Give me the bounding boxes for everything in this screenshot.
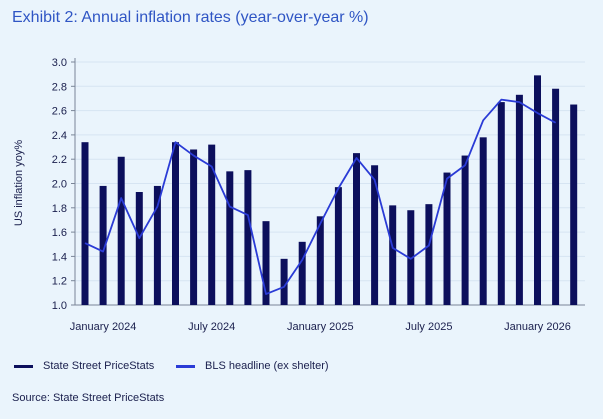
bar [226,171,234,305]
bar [262,221,270,305]
bar [407,210,415,305]
bar [570,104,578,306]
legend-item-bls: BLS headline (ex shelter) [176,360,329,372]
y-tick-label: 3.0 [52,57,67,69]
bar [172,142,179,305]
bar [117,156,125,305]
bar [461,155,469,305]
bar [135,192,143,305]
bar [552,88,560,305]
bar [334,187,342,305]
legend-swatch-pricestats [14,364,33,368]
y-tick-label: 2.8 [52,81,67,93]
bar [443,172,451,305]
legend-label-pricestats: State Street PriceStats [43,360,155,372]
bar [298,241,306,305]
source-note: Source: State Street PriceStats [12,392,165,404]
x-tick-label: January 2025 [287,321,354,333]
chart-title: Exhibit 2: Annual inflation rates (year-… [12,9,369,26]
bar [81,142,89,305]
bar [316,216,324,305]
bar [534,75,541,306]
x-tick-label: January 2026 [504,321,571,333]
legend-item-pricestats: State Street PriceStats [14,360,154,372]
bar [497,102,505,305]
y-tick-label: 2.0 [52,179,67,191]
bar [371,165,379,305]
y-tick-label: 1.8 [52,203,67,215]
y-tick-label: 1.6 [52,227,67,239]
legend-swatch-bls [176,364,195,368]
bar [515,94,523,306]
legend-label-bls: BLS headline (ex shelter) [205,360,329,372]
bar [353,153,360,305]
y-tick-label: 1.0 [52,300,67,312]
bar [389,205,397,305]
y-axis-label: US inflation yoy% [13,140,25,226]
bar [244,170,252,305]
y-tick-label: 2.6 [52,106,67,118]
x-tick-label: July 2025 [405,321,452,333]
bar [190,149,198,305]
bar [479,137,487,305]
bar [153,185,161,305]
y-tick-label: 1.2 [52,276,67,288]
bar [425,204,433,305]
x-tick-label: January 2024 [70,321,137,333]
bar [280,258,288,305]
x-tick-label: July 2024 [188,321,235,333]
y-tick-label: 2.4 [52,130,67,142]
bar [99,185,107,305]
bar [208,144,216,305]
y-tick-label: 2.2 [52,154,67,166]
y-tick-label: 1.4 [52,251,67,263]
